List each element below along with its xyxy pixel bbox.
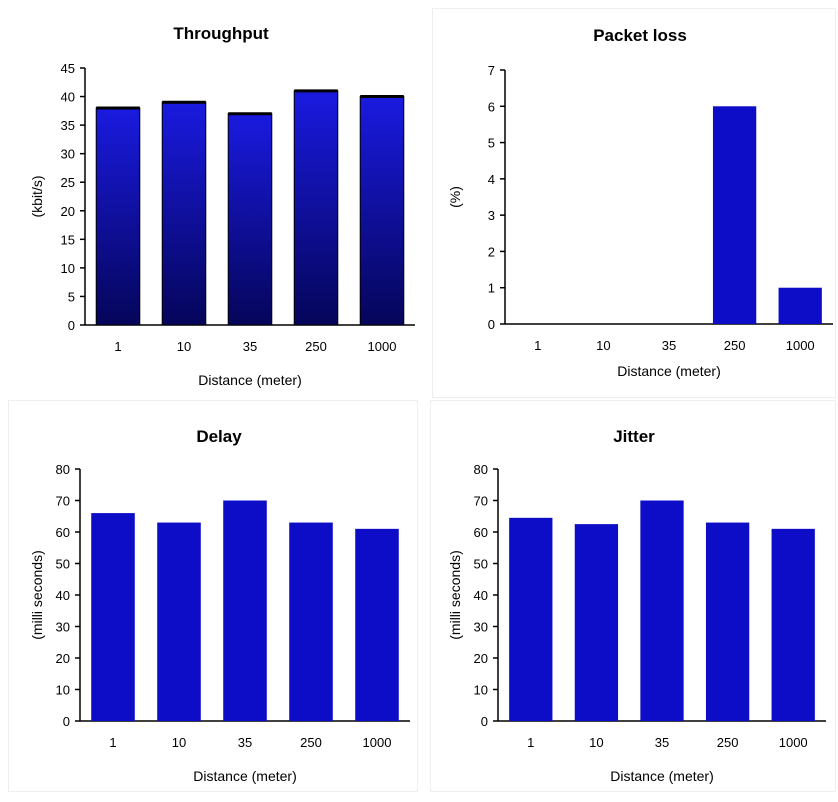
packet-loss-title: Packet loss	[593, 26, 687, 45]
delay-x-tick-label: 1	[109, 735, 116, 750]
jitter-bar-10	[574, 524, 619, 721]
packet-loss-y-tick-label: 1	[488, 281, 495, 296]
delay-x-tick-label: 10	[172, 735, 186, 750]
jitter-x-axis-label: Distance (meter)	[610, 768, 713, 784]
packet-loss-y-axis-label: (%)	[447, 186, 463, 208]
packet-loss-y-tick-label: 7	[488, 63, 495, 78]
delay-bar-250	[289, 522, 333, 721]
throughput-y-tick-label: 40	[61, 90, 75, 105]
packet-loss-x-tick-label: 1	[534, 338, 541, 353]
throughput-bar-250	[293, 90, 339, 326]
jitter-y-tick-label: 0	[481, 714, 488, 729]
throughput-y-tick-label: 10	[61, 261, 75, 276]
throughput-y-tick-label: 30	[61, 147, 75, 162]
delay-y-tick-label: 0	[63, 714, 70, 729]
jitter-y-tick-label: 80	[474, 462, 488, 477]
delay-y-tick-label: 20	[56, 651, 70, 666]
packet-loss-y-tick-label: 6	[488, 99, 495, 114]
jitter-y-tick-label: 30	[474, 620, 488, 635]
throughput-y-tick-label: 0	[68, 318, 75, 333]
packet-loss-y-tick-label: 5	[488, 136, 495, 151]
delay-bar-1000	[355, 528, 399, 721]
jitter-x-tick-label: 1000	[779, 735, 808, 750]
throughput-y-tick-label: 25	[61, 175, 75, 190]
throughput-bar-35	[227, 113, 273, 326]
jitter-bar-1	[509, 517, 553, 721]
packet-loss-y-tick-label: 2	[488, 244, 495, 259]
delay-title: Delay	[196, 427, 242, 446]
throughput-y-tick-label: 45	[61, 61, 75, 76]
packet-loss-y-tick-label: 3	[488, 208, 495, 223]
jitter-y-tick-label: 70	[474, 494, 488, 509]
throughput-title: Throughput	[173, 24, 269, 43]
delay-y-tick-label: 10	[56, 683, 70, 698]
delay-y-tick-label: 60	[56, 525, 70, 540]
delay-y-tick-label: 50	[56, 557, 70, 572]
jitter-y-axis-label: (milli seconds)	[447, 550, 463, 639]
jitter-bar-35	[640, 500, 684, 721]
jitter-frame	[430, 400, 836, 792]
throughput-y-axis-label: (kbit/s)	[29, 176, 45, 218]
delay-bar-1	[91, 513, 135, 721]
throughput-x-axis-label: Distance (meter)	[198, 372, 301, 388]
delay-x-tick-label: 1000	[363, 735, 392, 750]
packet-loss-y-tick-label: 4	[488, 172, 495, 187]
throughput-y-tick-label: 15	[61, 232, 75, 247]
packet-loss-x-axis-label: Distance (meter)	[617, 363, 720, 379]
jitter-x-tick-label: 1	[527, 735, 534, 750]
delay-y-axis-label: (milli seconds)	[29, 550, 45, 639]
throughput-y-tick-label: 5	[68, 289, 75, 304]
delay-x-tick-label: 250	[300, 735, 322, 750]
delay-bar-10	[157, 522, 201, 721]
delay-y-tick-label: 40	[56, 588, 70, 603]
throughput-x-tick-label: 1000	[368, 339, 397, 354]
jitter-y-tick-label: 50	[474, 557, 488, 572]
delay-y-tick-label: 30	[56, 620, 70, 635]
packet-loss-x-tick-label: 35	[662, 338, 676, 353]
jitter-x-tick-label: 35	[655, 735, 669, 750]
packet-loss-y-tick-label: 0	[488, 317, 495, 332]
packet-loss-bar-250	[712, 106, 757, 325]
packet-loss-frame	[432, 8, 836, 398]
packet-loss-bar-1000	[778, 287, 822, 324]
delay-frame	[8, 400, 418, 792]
jitter-y-tick-label: 40	[474, 588, 488, 603]
throughput-x-tick-label: 1	[114, 339, 121, 354]
delay-y-tick-label: 70	[56, 494, 70, 509]
throughput-bar-1	[95, 107, 141, 326]
jitter-title: Jitter	[613, 427, 655, 446]
packet-loss-x-tick-label: 10	[596, 338, 610, 353]
jitter-bar-250	[705, 522, 750, 721]
throughput-y-tick-label: 35	[61, 118, 75, 133]
jitter-y-tick-label: 20	[474, 651, 488, 666]
jitter-bar-1000	[771, 528, 815, 721]
jitter-x-tick-label: 250	[717, 735, 739, 750]
throughput-y-tick-label: 20	[61, 204, 75, 219]
delay-y-tick-label: 80	[56, 462, 70, 477]
jitter-y-tick-label: 10	[474, 683, 488, 698]
delay-bar-35	[223, 500, 267, 721]
jitter-y-tick-label: 60	[474, 525, 488, 540]
packet-loss-x-tick-label: 1000	[786, 338, 815, 353]
delay-x-axis-label: Distance (meter)	[193, 768, 296, 784]
jitter-x-tick-label: 10	[589, 735, 603, 750]
throughput-bar-10	[161, 101, 207, 326]
delay-x-tick-label: 35	[238, 735, 252, 750]
packet-loss-x-tick-label: 250	[724, 338, 746, 353]
throughput-x-tick-label: 250	[305, 339, 327, 354]
throughput-x-tick-label: 10	[177, 339, 191, 354]
throughput-bar-1000	[359, 96, 405, 326]
throughput-x-tick-label: 35	[243, 339, 257, 354]
